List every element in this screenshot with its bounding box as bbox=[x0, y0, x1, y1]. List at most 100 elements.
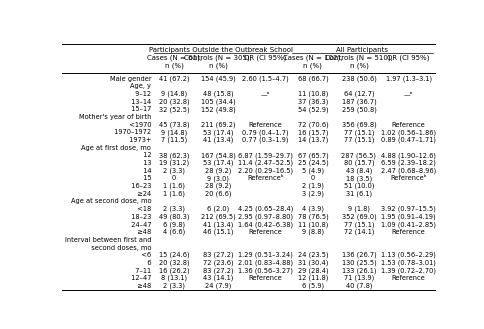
Text: 1.02 (0.56–1.86): 1.02 (0.56–1.86) bbox=[380, 129, 435, 136]
Text: 9 (14.8): 9 (14.8) bbox=[161, 129, 187, 136]
Text: 1.39 (0.72–2.70): 1.39 (0.72–2.70) bbox=[380, 267, 435, 274]
Text: 68 (66.7): 68 (66.7) bbox=[297, 75, 328, 82]
Text: OR (CI 95%): OR (CI 95%) bbox=[243, 55, 286, 62]
Text: 83 (27.2): 83 (27.2) bbox=[203, 252, 233, 259]
Text: 9 (3.0): 9 (3.0) bbox=[207, 175, 229, 182]
Text: 6 (2.0): 6 (2.0) bbox=[207, 206, 229, 213]
Text: Cases (N = 102),
n (%): Cases (N = 102), n (%) bbox=[283, 55, 342, 69]
Text: Reference: Reference bbox=[248, 275, 282, 281]
Text: 9 (1.8): 9 (1.8) bbox=[348, 206, 369, 213]
Text: 77 (15.1): 77 (15.1) bbox=[343, 137, 374, 143]
Text: 72 (23.6): 72 (23.6) bbox=[203, 260, 233, 266]
Text: 7 (11.5): 7 (11.5) bbox=[161, 137, 187, 143]
Text: 1.95 (0.91–4.19): 1.95 (0.91–4.19) bbox=[380, 214, 435, 220]
Text: 72 (70.6): 72 (70.6) bbox=[297, 121, 328, 128]
Text: 37 (36.3): 37 (36.3) bbox=[297, 98, 327, 105]
Text: 1.53 (0.78–3.01): 1.53 (0.78–3.01) bbox=[380, 260, 435, 266]
Text: 15–17: 15–17 bbox=[127, 106, 151, 113]
Text: 356 (69.8): 356 (69.8) bbox=[341, 121, 376, 128]
Text: 20 (32.8): 20 (32.8) bbox=[159, 98, 189, 105]
Text: —ᵃ: —ᵃ bbox=[260, 91, 269, 97]
Text: 53 (17.4): 53 (17.4) bbox=[203, 160, 233, 166]
Text: 7–11: 7–11 bbox=[131, 267, 151, 273]
Text: ≥24: ≥24 bbox=[133, 191, 151, 197]
Text: 43 (8.4): 43 (8.4) bbox=[345, 167, 371, 174]
Text: —ᵃ: —ᵃ bbox=[403, 91, 412, 97]
Text: 1 (1.6): 1 (1.6) bbox=[163, 183, 185, 190]
Text: 16 (26.2): 16 (26.2) bbox=[159, 267, 189, 274]
Text: 9 (14.8): 9 (14.8) bbox=[161, 91, 187, 97]
Text: 18–23: 18–23 bbox=[127, 214, 151, 220]
Text: Controls (N = 510),
n (%): Controls (N = 510), n (%) bbox=[324, 55, 392, 69]
Text: 1.13 (0.56–2.29): 1.13 (0.56–2.29) bbox=[380, 252, 435, 259]
Text: 45 (73.8): 45 (73.8) bbox=[159, 121, 189, 128]
Text: 167 (54.8): 167 (54.8) bbox=[200, 152, 235, 159]
Text: Age at second dose, mo: Age at second dose, mo bbox=[71, 198, 151, 205]
Text: 1.29 (0.51–3.24): 1.29 (0.51–3.24) bbox=[237, 252, 292, 259]
Text: 2 (3.3): 2 (3.3) bbox=[163, 167, 185, 174]
Text: 11 (10.8): 11 (10.8) bbox=[297, 221, 327, 228]
Text: 49 (80.3): 49 (80.3) bbox=[159, 214, 189, 220]
Text: 2 (1.9): 2 (1.9) bbox=[301, 183, 323, 190]
Text: 2.47 (0.68–8.96): 2.47 (0.68–8.96) bbox=[380, 167, 435, 174]
Text: All Participants: All Participants bbox=[336, 47, 388, 53]
Text: 12–47: 12–47 bbox=[126, 275, 151, 281]
Text: 152 (49.8): 152 (49.8) bbox=[200, 106, 235, 113]
Text: second doses, mo: second doses, mo bbox=[87, 244, 151, 250]
Text: 28 (9.2): 28 (9.2) bbox=[205, 167, 231, 174]
Text: Interval between first and: Interval between first and bbox=[65, 237, 151, 243]
Text: 0.77 (0.3–1.9): 0.77 (0.3–1.9) bbox=[242, 137, 288, 143]
Text: ≥48: ≥48 bbox=[133, 283, 151, 289]
Text: 51 (10.0): 51 (10.0) bbox=[343, 183, 374, 190]
Text: 154 (45.9): 154 (45.9) bbox=[200, 75, 235, 82]
Text: 2.95 (0.97–8.80): 2.95 (0.97–8.80) bbox=[237, 214, 292, 220]
Text: 187 (36.7): 187 (36.7) bbox=[341, 98, 376, 105]
Text: 4.88 (1.90–12.6): 4.88 (1.90–12.6) bbox=[380, 152, 435, 159]
Text: 28 (9.2): 28 (9.2) bbox=[205, 183, 231, 190]
Text: 352 (69.0): 352 (69.0) bbox=[341, 214, 376, 220]
Text: 16–23: 16–23 bbox=[127, 183, 151, 189]
Text: 0: 0 bbox=[172, 175, 176, 182]
Text: 211 (69.2): 211 (69.2) bbox=[200, 121, 235, 128]
Text: 48 (15.8): 48 (15.8) bbox=[203, 91, 233, 97]
Text: 25 (24.5): 25 (24.5) bbox=[297, 160, 328, 166]
Text: 6 (5.9): 6 (5.9) bbox=[301, 283, 323, 289]
Text: <18: <18 bbox=[133, 206, 151, 212]
Text: Reference: Reference bbox=[248, 229, 282, 235]
Text: 20 (6.6): 20 (6.6) bbox=[205, 190, 231, 197]
Text: 15 (24.6): 15 (24.6) bbox=[159, 252, 189, 259]
Text: 11.4 (2.47–52.5): 11.4 (2.47–52.5) bbox=[237, 160, 292, 166]
Text: 31 (30.4): 31 (30.4) bbox=[297, 260, 327, 266]
Text: 11 (10.8): 11 (10.8) bbox=[297, 91, 327, 97]
Text: 53 (17.4): 53 (17.4) bbox=[203, 129, 233, 136]
Text: 1.97 (1.3–3.1): 1.97 (1.3–3.1) bbox=[385, 75, 431, 82]
Text: 12: 12 bbox=[138, 152, 151, 159]
Text: 77 (15.1): 77 (15.1) bbox=[343, 221, 374, 228]
Text: 77 (15.1): 77 (15.1) bbox=[343, 129, 374, 136]
Text: 64 (12.7): 64 (12.7) bbox=[343, 91, 374, 97]
Text: Reference: Reference bbox=[391, 122, 424, 128]
Text: Male gender: Male gender bbox=[109, 76, 151, 82]
Text: 1.64 (0.42–6.38): 1.64 (0.42–6.38) bbox=[237, 221, 292, 228]
Text: Controls (N = 305),
n (%): Controls (N = 305), n (%) bbox=[184, 55, 252, 69]
Text: 4.25 (0.65–28.4): 4.25 (0.65–28.4) bbox=[237, 206, 292, 213]
Text: Participants Outside the Outbreak School: Participants Outside the Outbreak School bbox=[149, 47, 292, 53]
Text: Age at first dose, mo: Age at first dose, mo bbox=[81, 145, 151, 151]
Text: 32 (52.5): 32 (52.5) bbox=[159, 106, 189, 113]
Text: 4 (3.9): 4 (3.9) bbox=[301, 206, 323, 213]
Text: 72 (14.1): 72 (14.1) bbox=[343, 229, 374, 236]
Text: 130 (25.5): 130 (25.5) bbox=[341, 260, 376, 266]
Text: Mother's year of birth: Mother's year of birth bbox=[79, 114, 151, 120]
Text: 6 (9.8): 6 (9.8) bbox=[163, 221, 185, 228]
Text: 8 (13.1): 8 (13.1) bbox=[161, 275, 187, 282]
Text: 16 (15.7): 16 (15.7) bbox=[297, 129, 328, 136]
Text: 9 (8.8): 9 (8.8) bbox=[301, 229, 323, 236]
Text: 41 (13.4): 41 (13.4) bbox=[203, 221, 233, 228]
Text: 41 (67.2): 41 (67.2) bbox=[159, 75, 189, 82]
Text: 1970–1972: 1970–1972 bbox=[110, 129, 151, 136]
Text: 14: 14 bbox=[138, 168, 151, 174]
Text: OR (CI 95%): OR (CI 95%) bbox=[387, 55, 429, 62]
Text: 40 (7.8): 40 (7.8) bbox=[345, 283, 372, 289]
Text: 19 (31.2): 19 (31.2) bbox=[159, 160, 189, 166]
Text: Reference: Reference bbox=[391, 275, 424, 281]
